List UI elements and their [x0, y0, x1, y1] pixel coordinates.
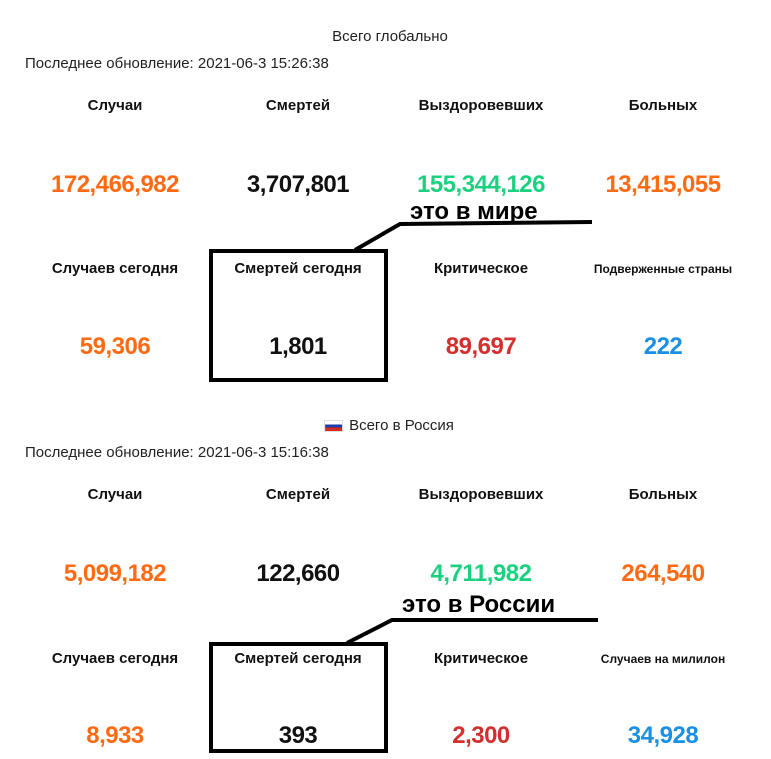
russia-title-text: Всего в Россия [349, 417, 454, 434]
stat-label-critical: Критическое [433, 260, 529, 277]
stat-label-affected-countries: Подверженные страны [593, 262, 733, 276]
stat-label-recovered: Выздоровевших [418, 486, 544, 503]
stat-value-recovered: 155,344,126 [417, 171, 545, 198]
annotation-global: это в мире [410, 198, 538, 225]
annotation-pointer-russia [346, 618, 598, 645]
stat-label-deaths: Смертей [265, 97, 331, 114]
stat-value-affected-countries: 222 [643, 333, 683, 360]
stat-value-today-deaths: 393 [278, 722, 318, 749]
stat-value-active: 13,415,055 [605, 171, 721, 198]
stat-label-cases: Случаи [87, 486, 143, 503]
stat-value-critical: 2,300 [452, 722, 510, 749]
stat-value-today-cases: 8,933 [86, 722, 144, 749]
russia-last-updated: Последнее обновление: 2021-06-3 15:16:38 [25, 444, 329, 461]
stat-value-today-deaths: 1,801 [269, 333, 327, 360]
stat-value-deaths: 122,660 [256, 560, 340, 587]
stat-value-cases: 172,466,982 [51, 171, 179, 198]
global-title: Всего глобально [332, 28, 448, 45]
stat-value-recovered: 4,711,982 [430, 560, 532, 587]
stat-label-cases: Случаи [87, 97, 143, 114]
stat-value-cases: 5,099,182 [63, 560, 167, 587]
stat-label-today-cases: Случаев сегодня [51, 260, 179, 277]
highlight-box-global [209, 249, 388, 382]
russia-flag-icon [324, 420, 344, 433]
stat-label-today-deaths: Смертей сегодня [234, 260, 362, 277]
stat-label-critical: Критическое [433, 650, 529, 667]
stat-value-today-cases: 59,306 [79, 333, 151, 360]
global-last-updated: Последнее обновление: 2021-06-3 15:26:38 [25, 55, 329, 72]
stat-value-deaths: 3,707,801 [246, 171, 350, 198]
annotation-pointer-global [353, 220, 593, 252]
russia-title: Всего в Россия [324, 417, 454, 434]
stat-label-active: Больных [628, 486, 698, 503]
stat-value-critical: 89,697 [445, 333, 517, 360]
stat-label-recovered: Выздоровевших [418, 97, 544, 114]
stat-value-cases-per-million: 34,928 [627, 722, 699, 749]
stat-value-active: 264,540 [621, 560, 705, 587]
stat-label-deaths: Смертей [265, 486, 331, 503]
stat-label-today-deaths: Смертей сегодня [234, 650, 362, 667]
highlight-box-russia [209, 642, 388, 753]
stat-label-cases-per-million: Случаев на милилон [600, 652, 726, 666]
stat-label-active: Больных [628, 97, 698, 114]
stat-label-today-cases: Случаев сегодня [51, 650, 179, 667]
annotation-russia: это в России [402, 591, 556, 618]
